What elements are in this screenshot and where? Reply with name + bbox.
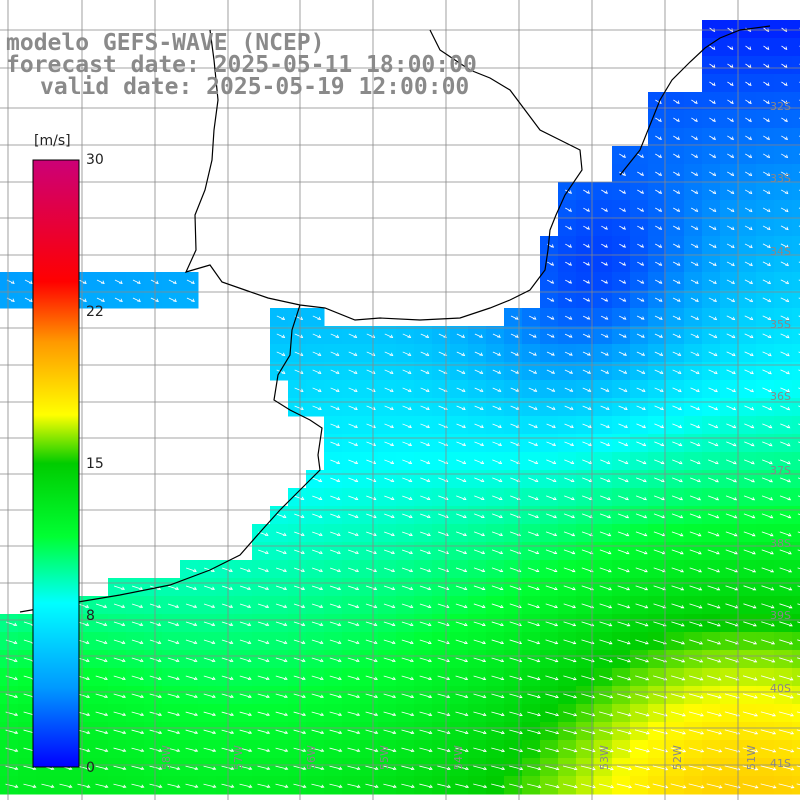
lon-label: 53W [598,745,611,770]
wind-cell [792,56,800,75]
wind-cell [792,272,800,291]
wind-cell [792,578,800,597]
colorbar-tick-8: 8 [86,608,95,624]
wind-cell [792,380,800,399]
wind-cell [792,560,800,579]
wind-cell [792,758,800,777]
wind-cell [792,344,800,363]
lon-label: 54W [452,745,465,770]
wind-cell [792,506,800,525]
colorbar-tick-22: 22 [86,304,104,320]
wind-cell [792,110,800,129]
wind-cell [792,686,800,705]
lat-label: 34S [770,245,791,258]
colorbar-tick-0: 0 [86,760,95,776]
wind-cell [792,542,800,561]
lat-label: 41S [770,757,791,770]
wind-cell [792,290,800,309]
wind-cell [792,596,800,615]
lon-label: 51W [745,745,758,770]
wind-cell [792,20,800,39]
lat-label: 32S [770,100,791,113]
wind-cell [792,38,800,57]
wind-cell [792,470,800,489]
lat-label: 36S [770,390,791,403]
wind-cell [792,218,800,237]
wind-cell [792,650,800,669]
wind-cell [792,146,800,165]
lat-label: 38S [770,537,791,550]
colorbar-unit: [m/s] [34,133,71,149]
lat-label: 39S [770,609,791,622]
wind-cell [792,614,800,633]
lat-label: 35S [770,318,791,331]
wind-cell [792,668,800,687]
title-valid-date: valid date: 2025-05-19 12:00:00 [40,76,469,99]
wind-cell [792,452,800,471]
wind-cell [792,236,800,255]
wind-cell [792,254,800,273]
wind-cell [792,740,800,759]
lat-label: 40S [770,682,791,695]
wind-cell [792,722,800,741]
colorbar-tick-15: 15 [86,456,104,472]
wind-cell [792,200,800,219]
colorbar-gradient [33,160,79,767]
colorbar [33,160,79,767]
wind-cell [792,128,800,147]
lon-label: 56W [305,745,318,770]
lat-label: 37S [770,464,791,477]
wind-cell [792,74,800,93]
wind-cell [792,308,800,327]
wind-cell [792,326,800,345]
wind-cell [792,488,800,507]
wind-cell [792,164,800,183]
wind-cell [792,416,800,435]
lon-label: 58W [160,745,173,770]
lon-label: 52W [671,745,684,770]
lon-label: 55W [378,745,391,770]
lat-label: 33S [770,172,791,185]
colorbar-tick-30: 30 [86,152,104,168]
wind-cell [792,524,800,543]
wind-cell [792,632,800,651]
wind-cell [792,704,800,723]
lon-label: 57W [232,745,245,770]
wind-cell [792,776,800,795]
wind-cell [792,398,800,417]
wind-cell [792,434,800,453]
wind-cell [792,182,800,201]
